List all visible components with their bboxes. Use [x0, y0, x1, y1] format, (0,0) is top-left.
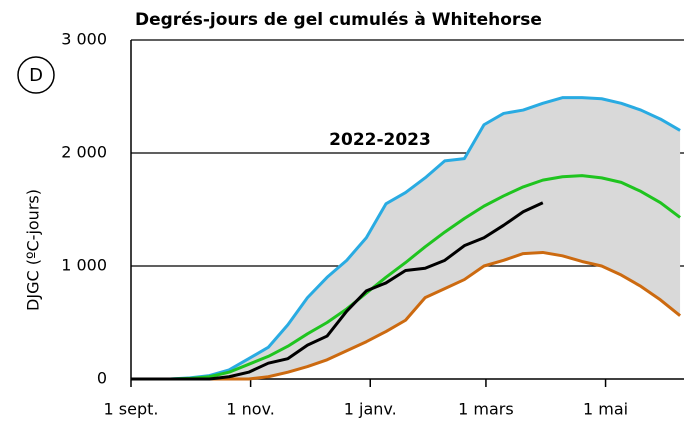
- y-tick-label: 1 000: [61, 256, 107, 275]
- y-tick-label: 3 000: [61, 30, 107, 49]
- y-tick-label: 2 000: [61, 143, 107, 162]
- y-axis-label: DJGC (ºC-jours): [24, 189, 43, 311]
- series-line: [131, 96, 681, 381]
- series-annotation: 2022-2023: [329, 130, 431, 150]
- panel-badge: [17, 56, 55, 94]
- series-line: [131, 174, 681, 381]
- x-tick-label: 1 mai: [583, 400, 628, 419]
- x-tick-label: 1 sept.: [104, 400, 159, 419]
- x-tick-label: 1 mars: [458, 400, 514, 419]
- x-tick-label: 1 janv.: [344, 400, 397, 419]
- series-line: [131, 201, 544, 381]
- y-tick-label: 0: [97, 369, 107, 388]
- x-tick-label: 1 nov.: [226, 400, 275, 419]
- range-band: [131, 97, 681, 379]
- chart-title: Degrés-jours de gel cumulés à Whitehorse: [135, 10, 542, 30]
- panel-label: D: [29, 65, 43, 86]
